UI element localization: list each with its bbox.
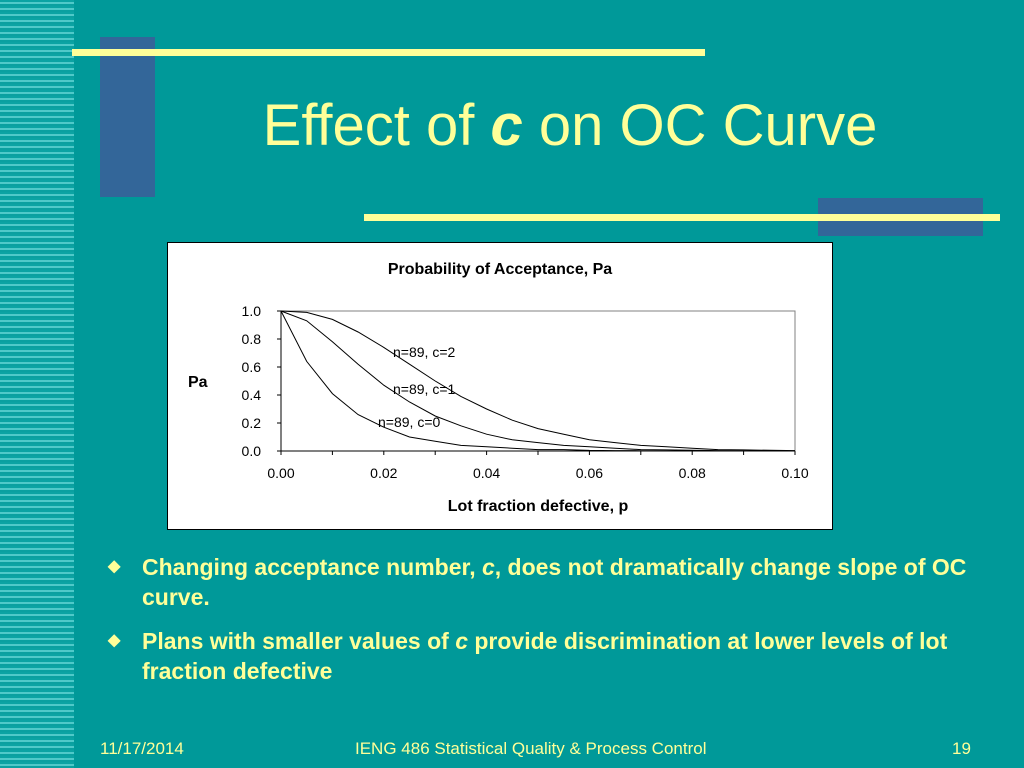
bullet-text-pre: Changing acceptance number, bbox=[142, 554, 482, 580]
x-tick-label: 0.06 bbox=[576, 465, 603, 481]
bullet-text-variable: c bbox=[455, 628, 468, 654]
diamond-bullet-icon: ◆ bbox=[108, 558, 121, 575]
x-tick-label: 0.04 bbox=[473, 465, 500, 481]
y-axis-label: Pa bbox=[188, 374, 208, 391]
decorative-blue-block-top bbox=[100, 37, 155, 197]
x-tick-label: 0.02 bbox=[370, 465, 397, 481]
bullet-list: ◆ Changing acceptance number, c, does no… bbox=[108, 552, 988, 700]
series-label: n=89, c=2 bbox=[393, 344, 455, 360]
series-c1-line bbox=[280, 310, 795, 452]
bullet-text-pre: Plans with smaller values of bbox=[142, 628, 456, 654]
decorative-line-middle bbox=[364, 214, 1000, 221]
chart-title: Probability of Acceptance, Pa bbox=[388, 261, 612, 278]
oc-curve-chart: Probability of Acceptance, Pa 0.0 0.2 0.4 0.… bbox=[188, 261, 809, 515]
bullet-item: ◆ Plans with smaller values of c provide… bbox=[108, 626, 988, 686]
bullet-text-variable: c bbox=[481, 554, 495, 580]
bullet-text-post: provide discrimination at lower levels o… bbox=[142, 628, 948, 684]
chart-container: Probability of Acceptance, Pa 0.0 0.2 0.4 0.… bbox=[167, 242, 833, 530]
bullet-item: ◆ Changing acceptance number, c, does no… bbox=[108, 552, 988, 612]
title-prefix: Effect of bbox=[262, 93, 491, 158]
y-tick-label: 0.8 bbox=[242, 331, 262, 347]
x-tick-label: 0.08 bbox=[679, 465, 706, 481]
x-axis-label: Lot fraction defective, p bbox=[448, 498, 629, 515]
series-label: n=89, c=1 bbox=[393, 381, 455, 397]
y-tick-label: 0.2 bbox=[242, 415, 262, 431]
page-title: Effect of c on OC Curve bbox=[0, 92, 1024, 159]
y-tick-label: 0.4 bbox=[242, 387, 262, 403]
x-tick-label: 0.10 bbox=[781, 465, 808, 481]
title-variable: c bbox=[490, 93, 523, 158]
x-tick-label: 0.00 bbox=[267, 465, 294, 481]
striped-side-band bbox=[0, 0, 74, 768]
footer-date: 11/17/2014 bbox=[100, 739, 184, 758]
diamond-bullet-icon: ◆ bbox=[108, 632, 121, 649]
title-suffix: on OC Curve bbox=[522, 93, 878, 158]
y-tick-label: 0.6 bbox=[242, 359, 262, 375]
footer-page-number: 19 bbox=[952, 739, 971, 758]
y-tick-label: 0.0 bbox=[242, 443, 262, 459]
decorative-line-top bbox=[72, 49, 705, 56]
series-label: n=89, c=0 bbox=[378, 414, 440, 430]
series-c2-line bbox=[280, 310, 796, 452]
bullet-text-post: , does not dramatically change slope of … bbox=[142, 554, 967, 610]
footer-course: IENG 486 Statistical Quality & Process C… bbox=[355, 739, 707, 758]
y-tick-label: 1.0 bbox=[242, 303, 262, 319]
